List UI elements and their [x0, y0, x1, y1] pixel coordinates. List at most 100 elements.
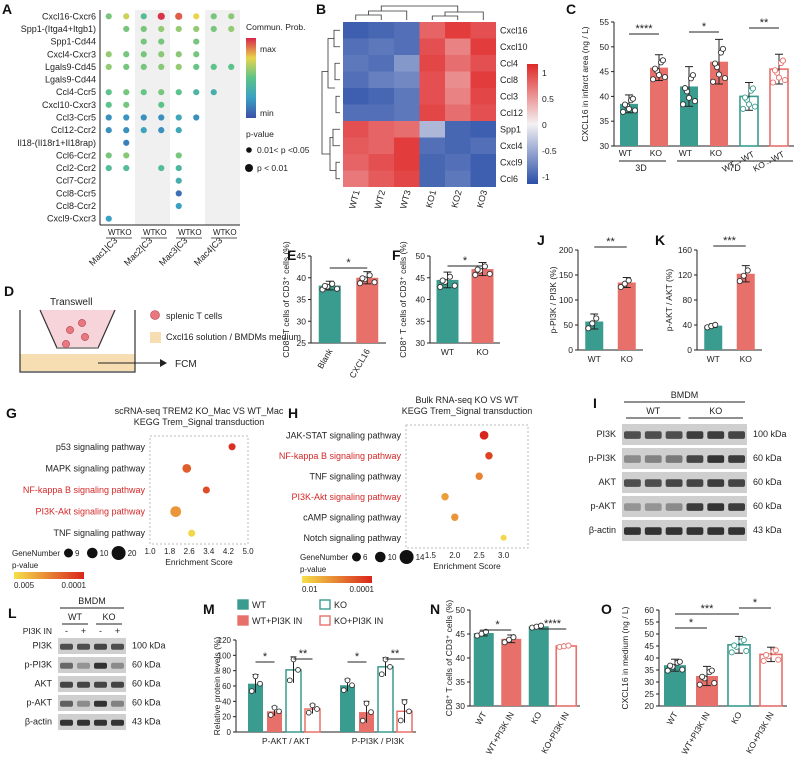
bar [356, 277, 379, 343]
x-tick-label: 3.4 [203, 547, 215, 556]
heatmap-cell [343, 170, 369, 187]
heatmap-cell [368, 71, 394, 88]
heatmap-cell [419, 88, 445, 105]
y-axis-label: p-PI3K / PI3K (%) [548, 266, 558, 333]
heatmap-cell [419, 104, 445, 121]
panel-label-M: M [203, 601, 215, 617]
data-point [745, 101, 753, 108]
data-point [593, 315, 600, 322]
data-point [719, 45, 727, 52]
dot [105, 63, 112, 71]
bar [471, 269, 494, 343]
data-point [749, 85, 757, 92]
legend-swatch [319, 599, 331, 610]
dot [105, 114, 112, 121]
data-point [685, 94, 693, 101]
y-tick-label: 30 [645, 677, 655, 687]
data-point [589, 320, 596, 327]
blot-band [665, 527, 683, 535]
x-tick-label: KO [740, 354, 753, 364]
bar [501, 638, 522, 706]
y-tick-label: 120 [678, 270, 692, 280]
blot-band [624, 503, 641, 511]
row-label: Spp1-(Itga4+Itgb1) [21, 24, 96, 34]
blot-band [665, 455, 683, 463]
heatmap-cell [394, 154, 420, 171]
data-point [667, 662, 674, 669]
y-tick-label: 45 [600, 67, 610, 77]
treatment-sign: - [99, 626, 102, 636]
y-tick-label: 35 [456, 677, 466, 687]
dot [158, 51, 165, 58]
x-tick-label: KO [621, 354, 634, 364]
blot-strip [622, 424, 747, 445]
kda-label: 60 kDa [132, 697, 161, 707]
panel-label-F: F [392, 247, 401, 263]
data-point [439, 277, 446, 284]
data-point [676, 658, 683, 665]
data-point [740, 636, 747, 644]
blot-band [644, 431, 662, 439]
panel-label-I: I [593, 395, 597, 411]
y-tick-label: 20 [645, 701, 655, 711]
legend-colorbar [302, 576, 372, 583]
dot [123, 127, 130, 134]
data-point [356, 280, 364, 287]
bar [436, 279, 459, 343]
legend-color-min: 0.01 [302, 585, 318, 594]
y-tick-label: 200 [559, 245, 573, 255]
legend-colorbar [246, 38, 256, 118]
treatment-label: PI3K IN [23, 626, 52, 636]
heatmap-cell [445, 71, 471, 88]
significance-label: ** [391, 648, 400, 660]
dot [158, 63, 165, 71]
data-point [248, 688, 255, 694]
heatmap-cell [470, 121, 496, 138]
enrichment-dot [485, 452, 493, 460]
data-point [359, 275, 366, 282]
x-tick-label: WT [664, 710, 679, 726]
heatmap-cell [368, 38, 394, 55]
dot [175, 190, 182, 197]
y-tick-label: 60 [645, 605, 655, 615]
significance-label: ** [760, 17, 769, 29]
data-point [349, 682, 355, 689]
significance-label: * [495, 619, 500, 631]
x-tick-label: WT+PI3K IN [484, 710, 516, 756]
significance-label: ** [299, 648, 308, 660]
dot [105, 101, 112, 108]
dot [228, 13, 235, 20]
data-point [621, 101, 629, 108]
dot [105, 51, 112, 58]
column-label: WT1 [347, 189, 362, 210]
heatmap-cell [419, 22, 445, 39]
data-point [252, 673, 259, 680]
panel-k-bar-chart: 0 40 80 120 160 p-AKT / AKT (%) WT KO *** [664, 235, 762, 364]
enrichment-dot [475, 472, 483, 480]
bar [650, 67, 668, 146]
data-point [744, 267, 751, 274]
data-point [501, 639, 508, 646]
legend-size-dot [87, 547, 98, 559]
protein-label: p-AKT [26, 697, 52, 707]
data-point [751, 103, 758, 110]
blot-band [624, 455, 641, 463]
y-tick-label: 30 [456, 701, 466, 711]
legend-size-label: 9 [75, 549, 80, 558]
blot-band [644, 479, 662, 487]
y-tick-label: 45 [416, 273, 426, 283]
group-band [135, 10, 170, 225]
dot [140, 89, 147, 96]
blot-band [94, 719, 107, 726]
blot-strip [622, 496, 747, 517]
pathway-label: TNF signaling pathway [309, 471, 401, 481]
dot [193, 89, 200, 96]
x-tick-label: KO+PI3K IN [744, 710, 776, 755]
data-point [708, 667, 715, 674]
bar [528, 626, 549, 706]
diagram-title: Transwell [50, 297, 92, 308]
dot [175, 25, 182, 33]
data-point [340, 687, 347, 693]
data-point [333, 285, 341, 292]
